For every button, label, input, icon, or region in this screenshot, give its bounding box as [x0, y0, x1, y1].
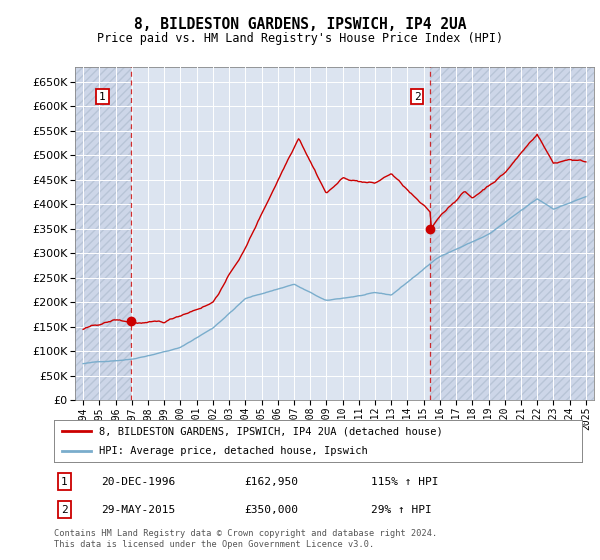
Text: 8, BILDESTON GARDENS, IPSWICH, IP4 2UA: 8, BILDESTON GARDENS, IPSWICH, IP4 2UA: [134, 17, 466, 32]
Bar: [430, 67, 594, 400]
Text: Contains HM Land Registry data © Crown copyright and database right 2024.
This d: Contains HM Land Registry data © Crown c…: [54, 529, 437, 549]
Text: Price paid vs. HM Land Registry's House Price Index (HPI): Price paid vs. HM Land Registry's House …: [97, 32, 503, 45]
Text: 29% ↑ HPI: 29% ↑ HPI: [371, 505, 431, 515]
Text: 1: 1: [99, 92, 106, 101]
Text: 115% ↑ HPI: 115% ↑ HPI: [371, 477, 438, 487]
Text: £350,000: £350,000: [244, 505, 298, 515]
Text: £162,950: £162,950: [244, 477, 298, 487]
Text: 29-MAY-2015: 29-MAY-2015: [101, 505, 176, 515]
Bar: [75, 67, 131, 400]
Text: 1: 1: [61, 477, 68, 487]
Text: 2: 2: [414, 92, 421, 101]
Text: 20-DEC-1996: 20-DEC-1996: [101, 477, 176, 487]
Text: 8, BILDESTON GARDENS, IPSWICH, IP4 2UA (detached house): 8, BILDESTON GARDENS, IPSWICH, IP4 2UA (…: [99, 426, 443, 436]
Text: HPI: Average price, detached house, Ipswich: HPI: Average price, detached house, Ipsw…: [99, 446, 368, 456]
Text: 2: 2: [61, 505, 68, 515]
